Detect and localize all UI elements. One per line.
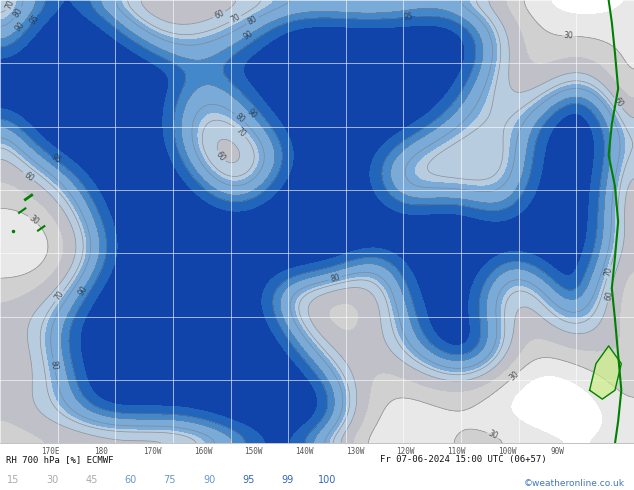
Text: 120W: 120W [396, 447, 415, 456]
Text: 30: 30 [46, 475, 58, 485]
Text: 180: 180 [94, 447, 108, 456]
Text: 80: 80 [12, 6, 25, 19]
Text: 30: 30 [564, 31, 574, 41]
Text: 160W: 160W [193, 447, 212, 456]
Text: 90: 90 [242, 29, 254, 42]
Text: 140W: 140W [295, 447, 314, 456]
Text: 80: 80 [49, 360, 60, 371]
Text: 80: 80 [330, 273, 341, 284]
Text: 90: 90 [245, 108, 258, 121]
Text: 60: 60 [124, 475, 137, 485]
Text: 95: 95 [49, 153, 62, 166]
Text: 99: 99 [281, 475, 294, 485]
Polygon shape [590, 346, 621, 399]
Text: 150W: 150W [244, 447, 263, 456]
Text: 70: 70 [53, 290, 66, 303]
Text: 80: 80 [233, 112, 247, 124]
Text: 95: 95 [242, 475, 255, 485]
Text: 70: 70 [603, 266, 614, 278]
Text: 15: 15 [6, 475, 19, 485]
Text: Fr 07-06-2024 15:00 UTC (06+57): Fr 07-06-2024 15:00 UTC (06+57) [380, 455, 547, 464]
Text: 90: 90 [13, 20, 27, 33]
Text: RH 700 hPa [%] ECMWF: RH 700 hPa [%] ECMWF [6, 455, 114, 464]
Text: 70: 70 [229, 13, 242, 25]
Text: 90W: 90W [551, 447, 565, 456]
Text: 30: 30 [27, 213, 40, 226]
Text: 30: 30 [508, 369, 521, 382]
Text: 100W: 100W [498, 447, 517, 456]
Text: 90: 90 [203, 475, 216, 485]
Text: 60: 60 [612, 96, 624, 109]
Text: 45: 45 [85, 475, 98, 485]
Text: 30: 30 [486, 429, 499, 441]
Text: ©weatheronline.co.uk: ©weatheronline.co.uk [524, 479, 624, 488]
Text: 75: 75 [164, 475, 176, 485]
Text: 130W: 130W [346, 447, 365, 456]
Text: 60: 60 [214, 149, 227, 163]
Text: 170E: 170E [41, 447, 60, 456]
Text: 95: 95 [29, 13, 41, 26]
Text: 170W: 170W [143, 447, 162, 456]
Text: 110W: 110W [447, 447, 466, 456]
Text: 60: 60 [604, 290, 615, 302]
Text: 60: 60 [213, 8, 226, 21]
Text: 70: 70 [234, 125, 247, 139]
Text: 70: 70 [3, 0, 16, 11]
Text: 100: 100 [318, 475, 336, 485]
Text: 95: 95 [403, 12, 413, 22]
Text: 60: 60 [22, 170, 36, 183]
Text: 90: 90 [76, 284, 89, 297]
Text: 80: 80 [246, 14, 259, 27]
